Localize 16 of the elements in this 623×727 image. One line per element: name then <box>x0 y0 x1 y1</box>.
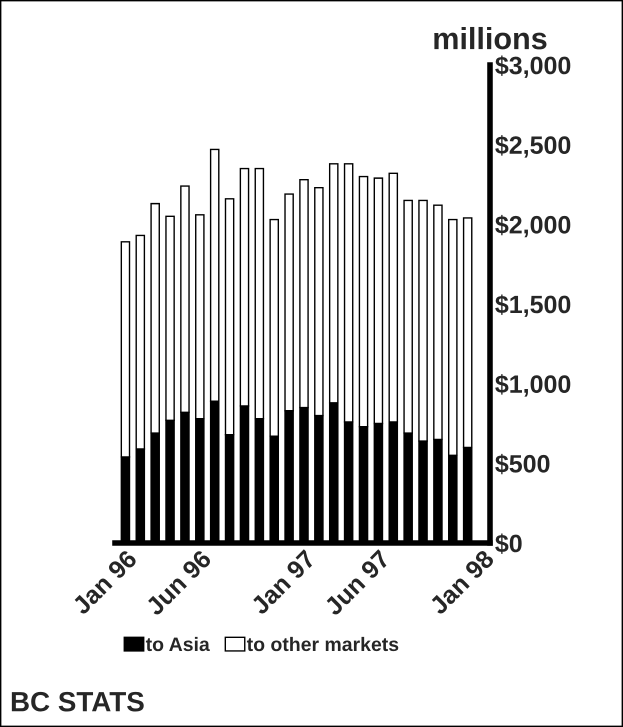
x-tick-label: Jan 97 <box>250 549 316 616</box>
x-tick-label: Jun 96 <box>144 548 212 617</box>
y-axis-title: millions <box>434 26 546 50</box>
legend-label: to Asia <box>146 636 210 652</box>
legend-label: to other markets <box>246 636 398 652</box>
y-tick-label: $2,000 <box>495 214 570 238</box>
y-tick-label: $2,500 <box>495 135 570 158</box>
y-tick-label: $1,000 <box>495 374 570 397</box>
y-tick-label: $3,000 <box>495 56 570 78</box>
x-tick-label: Jan 96 <box>71 548 138 616</box>
y-tick-label: $1,500 <box>495 294 570 317</box>
y-tick-label: $500 <box>495 454 550 474</box>
x-tick-label: Jan 98 <box>428 548 496 616</box>
text: BC STATS <box>12 692 144 712</box>
y-tick-label: $0 <box>495 534 522 554</box>
x-tick-label: Jun 97 <box>323 549 391 617</box>
